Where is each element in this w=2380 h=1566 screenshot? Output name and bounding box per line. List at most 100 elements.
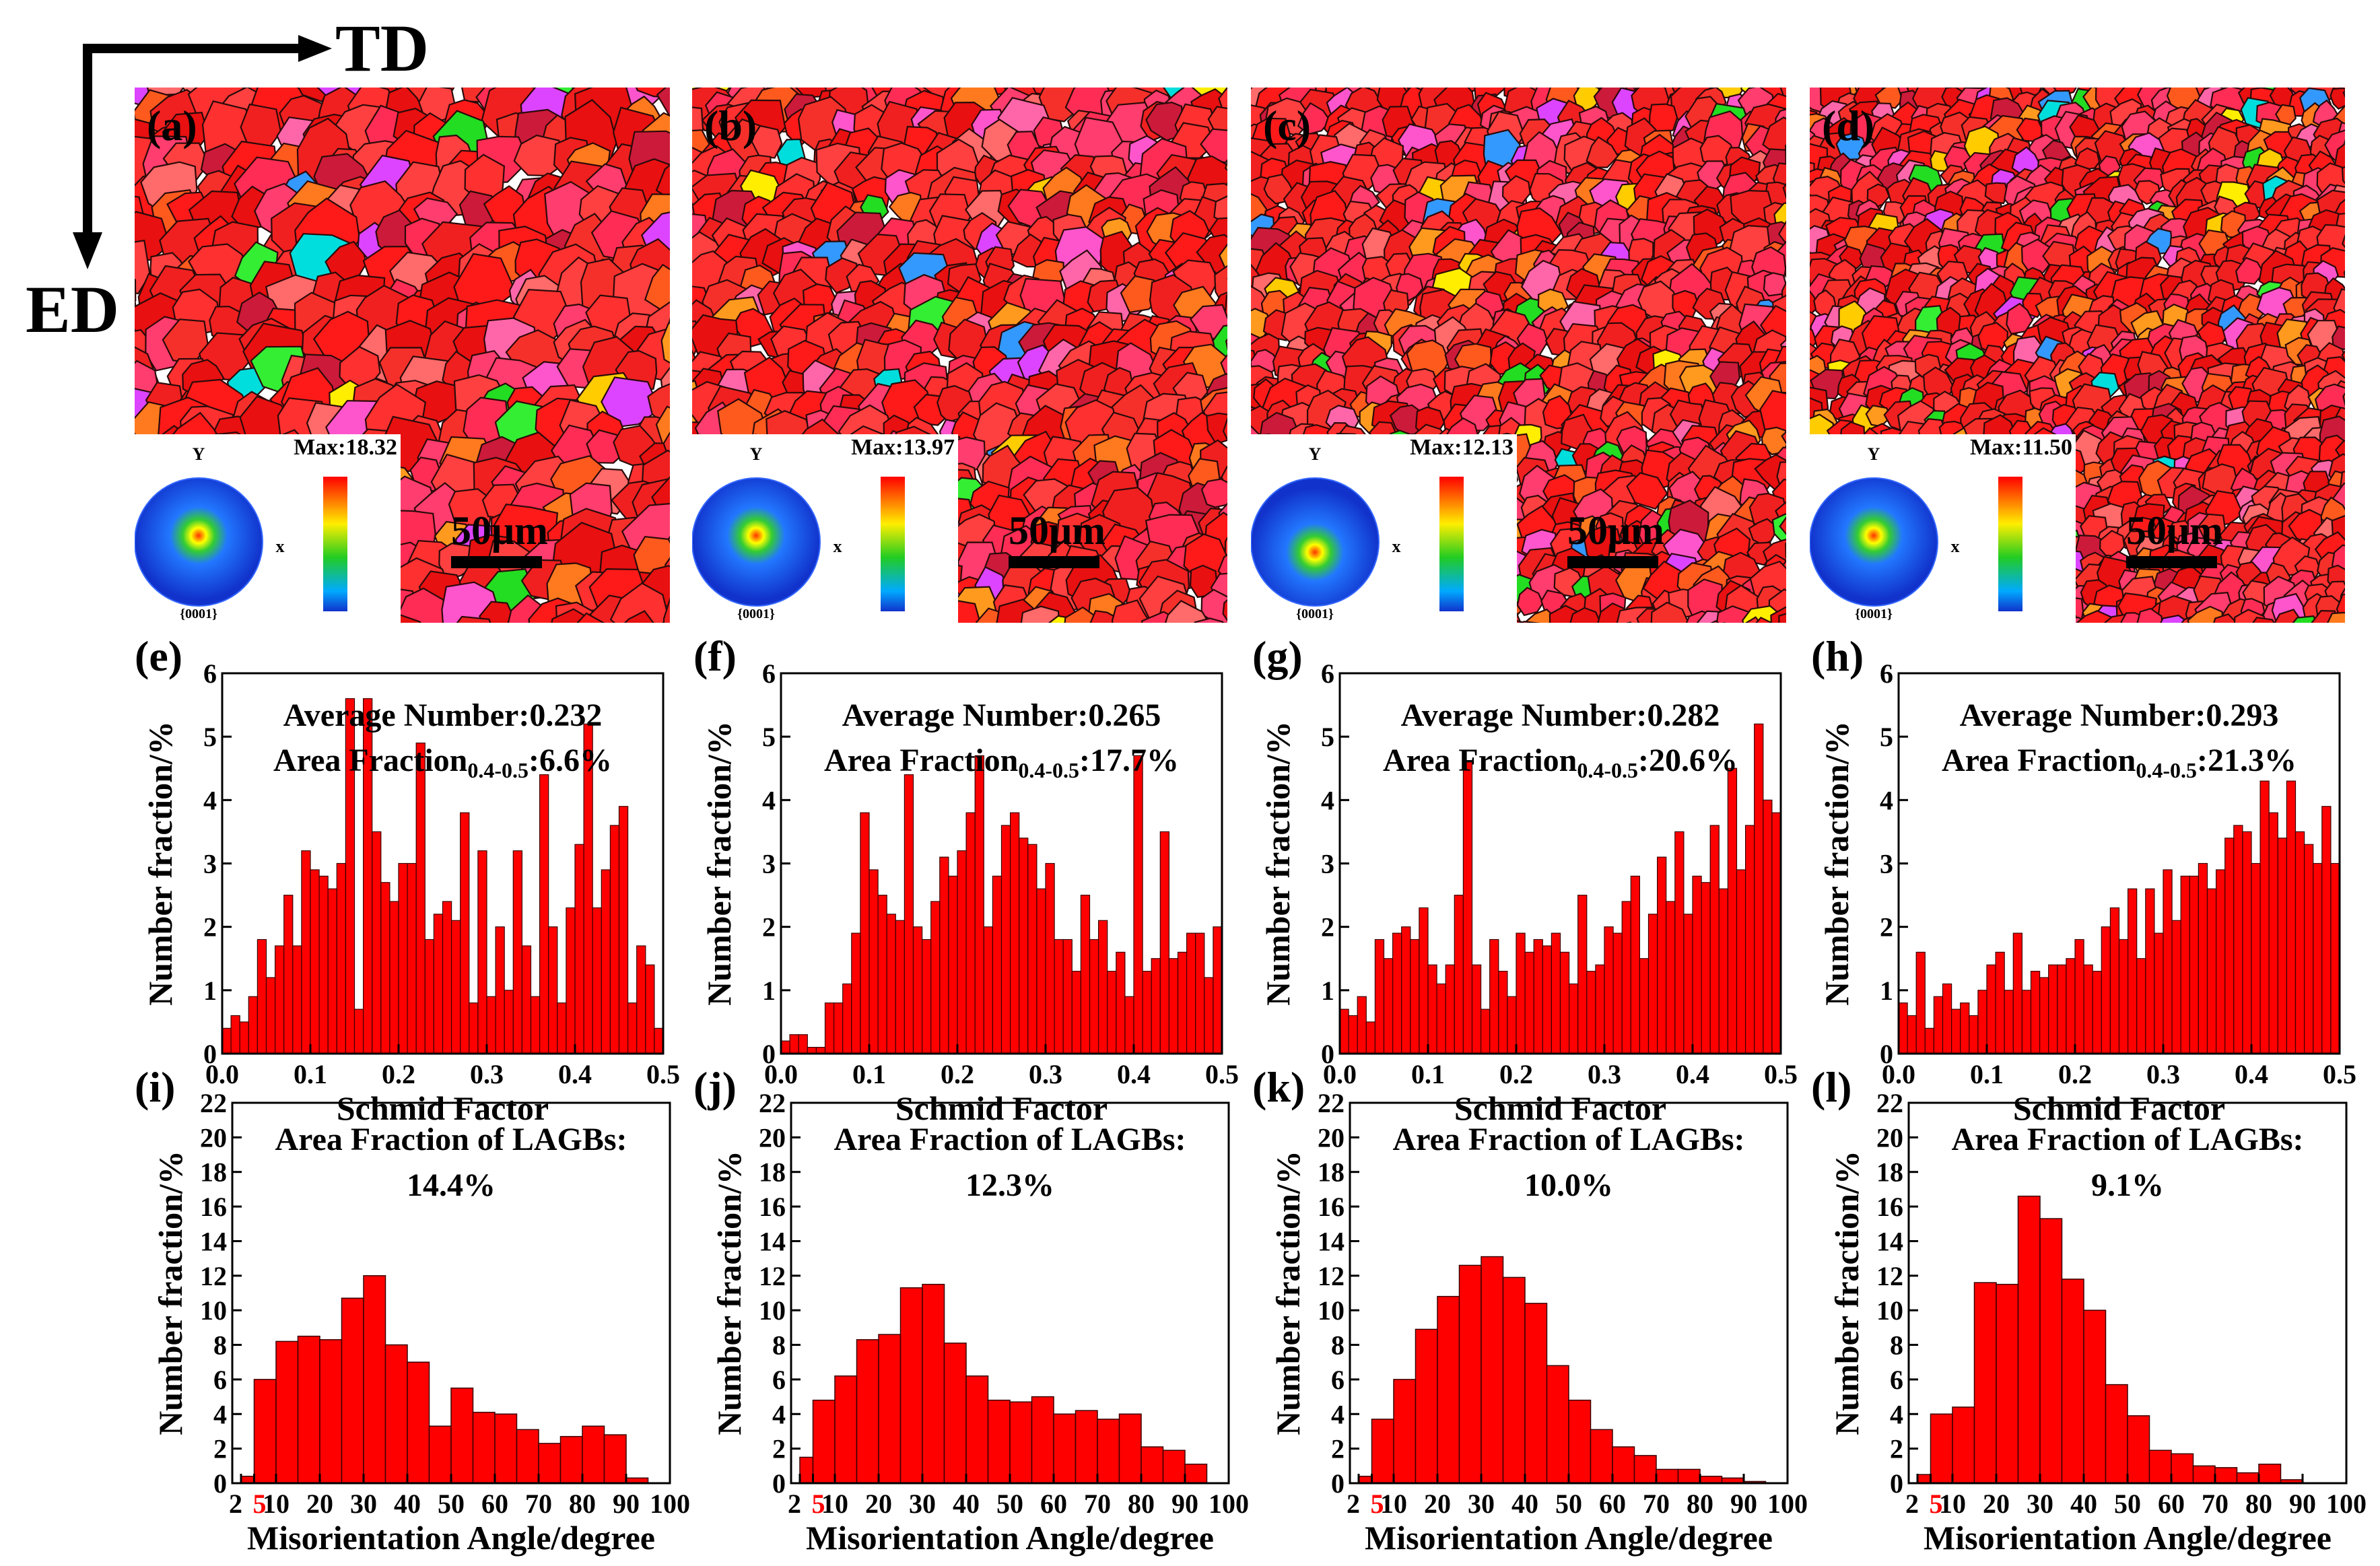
bar (1898, 1002, 1908, 1054)
bar (327, 888, 337, 1054)
bar (2330, 862, 2340, 1054)
grain (1516, 586, 1544, 617)
bar (2224, 838, 2235, 1054)
x-tick-label: 70 (525, 1489, 552, 1519)
x-tick-label: 10 (821, 1489, 848, 1519)
bar (943, 1342, 967, 1484)
bar (1445, 964, 1455, 1054)
grain (1710, 620, 1720, 623)
pole-figure-inset: Yx {0001} Max:13.97 (692, 434, 958, 623)
bar (974, 755, 984, 1054)
y-tick-label: 12 (759, 1261, 786, 1291)
bar (1542, 945, 1552, 1054)
x-tick-label: 0.4 (1117, 1059, 1151, 1089)
bar (1924, 1027, 1934, 1054)
bar (2057, 964, 2067, 1054)
bar (1410, 939, 1420, 1054)
y-tick-label: 22 (1318, 1088, 1345, 1118)
td-arrow (83, 48, 92, 242)
y-tick-label: 20 (1318, 1122, 1345, 1153)
x-tick-label: 0.1 (852, 1059, 886, 1089)
bar (2214, 1467, 2238, 1484)
bar (1118, 1413, 1142, 1484)
panel-label: (b) (704, 102, 757, 149)
bar (2127, 888, 2138, 1054)
x-tick-label: 80 (2245, 1489, 2272, 1519)
grain (1225, 338, 1227, 351)
bar (1524, 951, 1534, 1054)
grain (2342, 90, 2345, 98)
x-tick-label: 100 (1767, 1489, 1808, 1519)
y-tick-label: 4 (1321, 785, 1334, 815)
td-arrowhead-right (298, 35, 332, 62)
y-axis-label: Number fraction/% (1259, 721, 1297, 1006)
bar (1933, 996, 1944, 1054)
panel-label: (a) (147, 102, 197, 149)
bar (1951, 1009, 1961, 1054)
pole-figure-inset: Yx {0001} Max:18.32 (135, 434, 401, 623)
x-tick-label: 0.0 (1882, 1059, 1915, 1089)
grain (1569, 607, 1602, 623)
pf-axis-y: Y (193, 444, 205, 464)
bar (2066, 958, 2076, 1054)
bar (1942, 983, 1952, 1054)
pf-axis-y: Y (750, 444, 763, 464)
bar (1374, 939, 1385, 1054)
bar (1462, 761, 1473, 1054)
histogram-l: 0 2 4 6 8 10 12 14 16 18 20 22 2 5 10 20 30 40 50 60 70 80 90 1… (1676, 1063, 2377, 1566)
bar (2303, 844, 2314, 1054)
grain (1164, 600, 1210, 623)
histogram-g: 0 1 2 3 4 5 6 0.0 0.1 0.2 0.3 0.4 0.5 Schmid Factor Nu… (1118, 632, 1798, 1127)
grain (2343, 270, 2345, 279)
bar (2180, 875, 2190, 1054)
x-tick-label: 70 (1084, 1489, 1111, 1519)
x-tick-label: 0.5 (1764, 1059, 1798, 1089)
td-label: TD (335, 20, 429, 86)
bar (450, 920, 461, 1054)
bar (1612, 932, 1623, 1054)
y-tick-label: 2 (762, 912, 776, 943)
bar (2189, 875, 2199, 1054)
x-tick-label: 70 (1643, 1489, 1670, 1519)
bar (2017, 1195, 2041, 1484)
bar (812, 1399, 836, 1484)
bar (1639, 958, 1650, 1054)
grain (1194, 617, 1224, 623)
bar (860, 812, 870, 1054)
bar (240, 1475, 255, 1484)
grain (662, 597, 670, 623)
bar (1647, 914, 1658, 1054)
y-axis-label: Number fraction/% (710, 1151, 748, 1435)
panel-label: (g) (1252, 632, 1303, 680)
bar (1516, 932, 1526, 1054)
bar (1062, 939, 1073, 1054)
bar (780, 1040, 790, 1054)
colorbar (881, 477, 905, 611)
y-tick-label: 0 (1331, 1468, 1345, 1499)
bar (504, 990, 514, 1054)
bar (930, 901, 941, 1054)
grain (1744, 616, 1761, 623)
bar (856, 1339, 879, 1484)
histogram-i: 0 2 4 6 8 10 12 14 16 18 20 22 2 5 10 20 30 40 50 60 70 80 90 1… (0, 1063, 690, 1566)
bar (1498, 970, 1508, 1054)
histogram-k: 0 2 4 6 8 10 12 14 16 18 20 22 2 5 10 20 30 40 50 60 70 80 90 1… (1118, 1063, 1808, 1566)
bar (2206, 888, 2217, 1054)
x-tick-label: 90 (1171, 1489, 1198, 1519)
grain (1020, 605, 1060, 623)
x-tick-label: 0.4 (2235, 1059, 2268, 1089)
bar (2083, 1309, 2107, 1484)
bar (1973, 1282, 1997, 1484)
pole-figure-inset: Yx {0001} Max:12.13 (1251, 434, 1517, 623)
bar (341, 1297, 364, 1484)
bar (965, 1375, 989, 1484)
x-tick-label: 0.5 (2323, 1059, 2356, 1089)
grain (2252, 617, 2275, 623)
grain (2332, 325, 2345, 350)
grain (1778, 613, 1786, 623)
bar (1027, 844, 1038, 1054)
x-axis-label: Misorientation Angle/degree (247, 1519, 655, 1557)
x-tick-label: 0.2 (1499, 1059, 1533, 1089)
x-tick-label: 100 (2326, 1489, 2367, 1519)
